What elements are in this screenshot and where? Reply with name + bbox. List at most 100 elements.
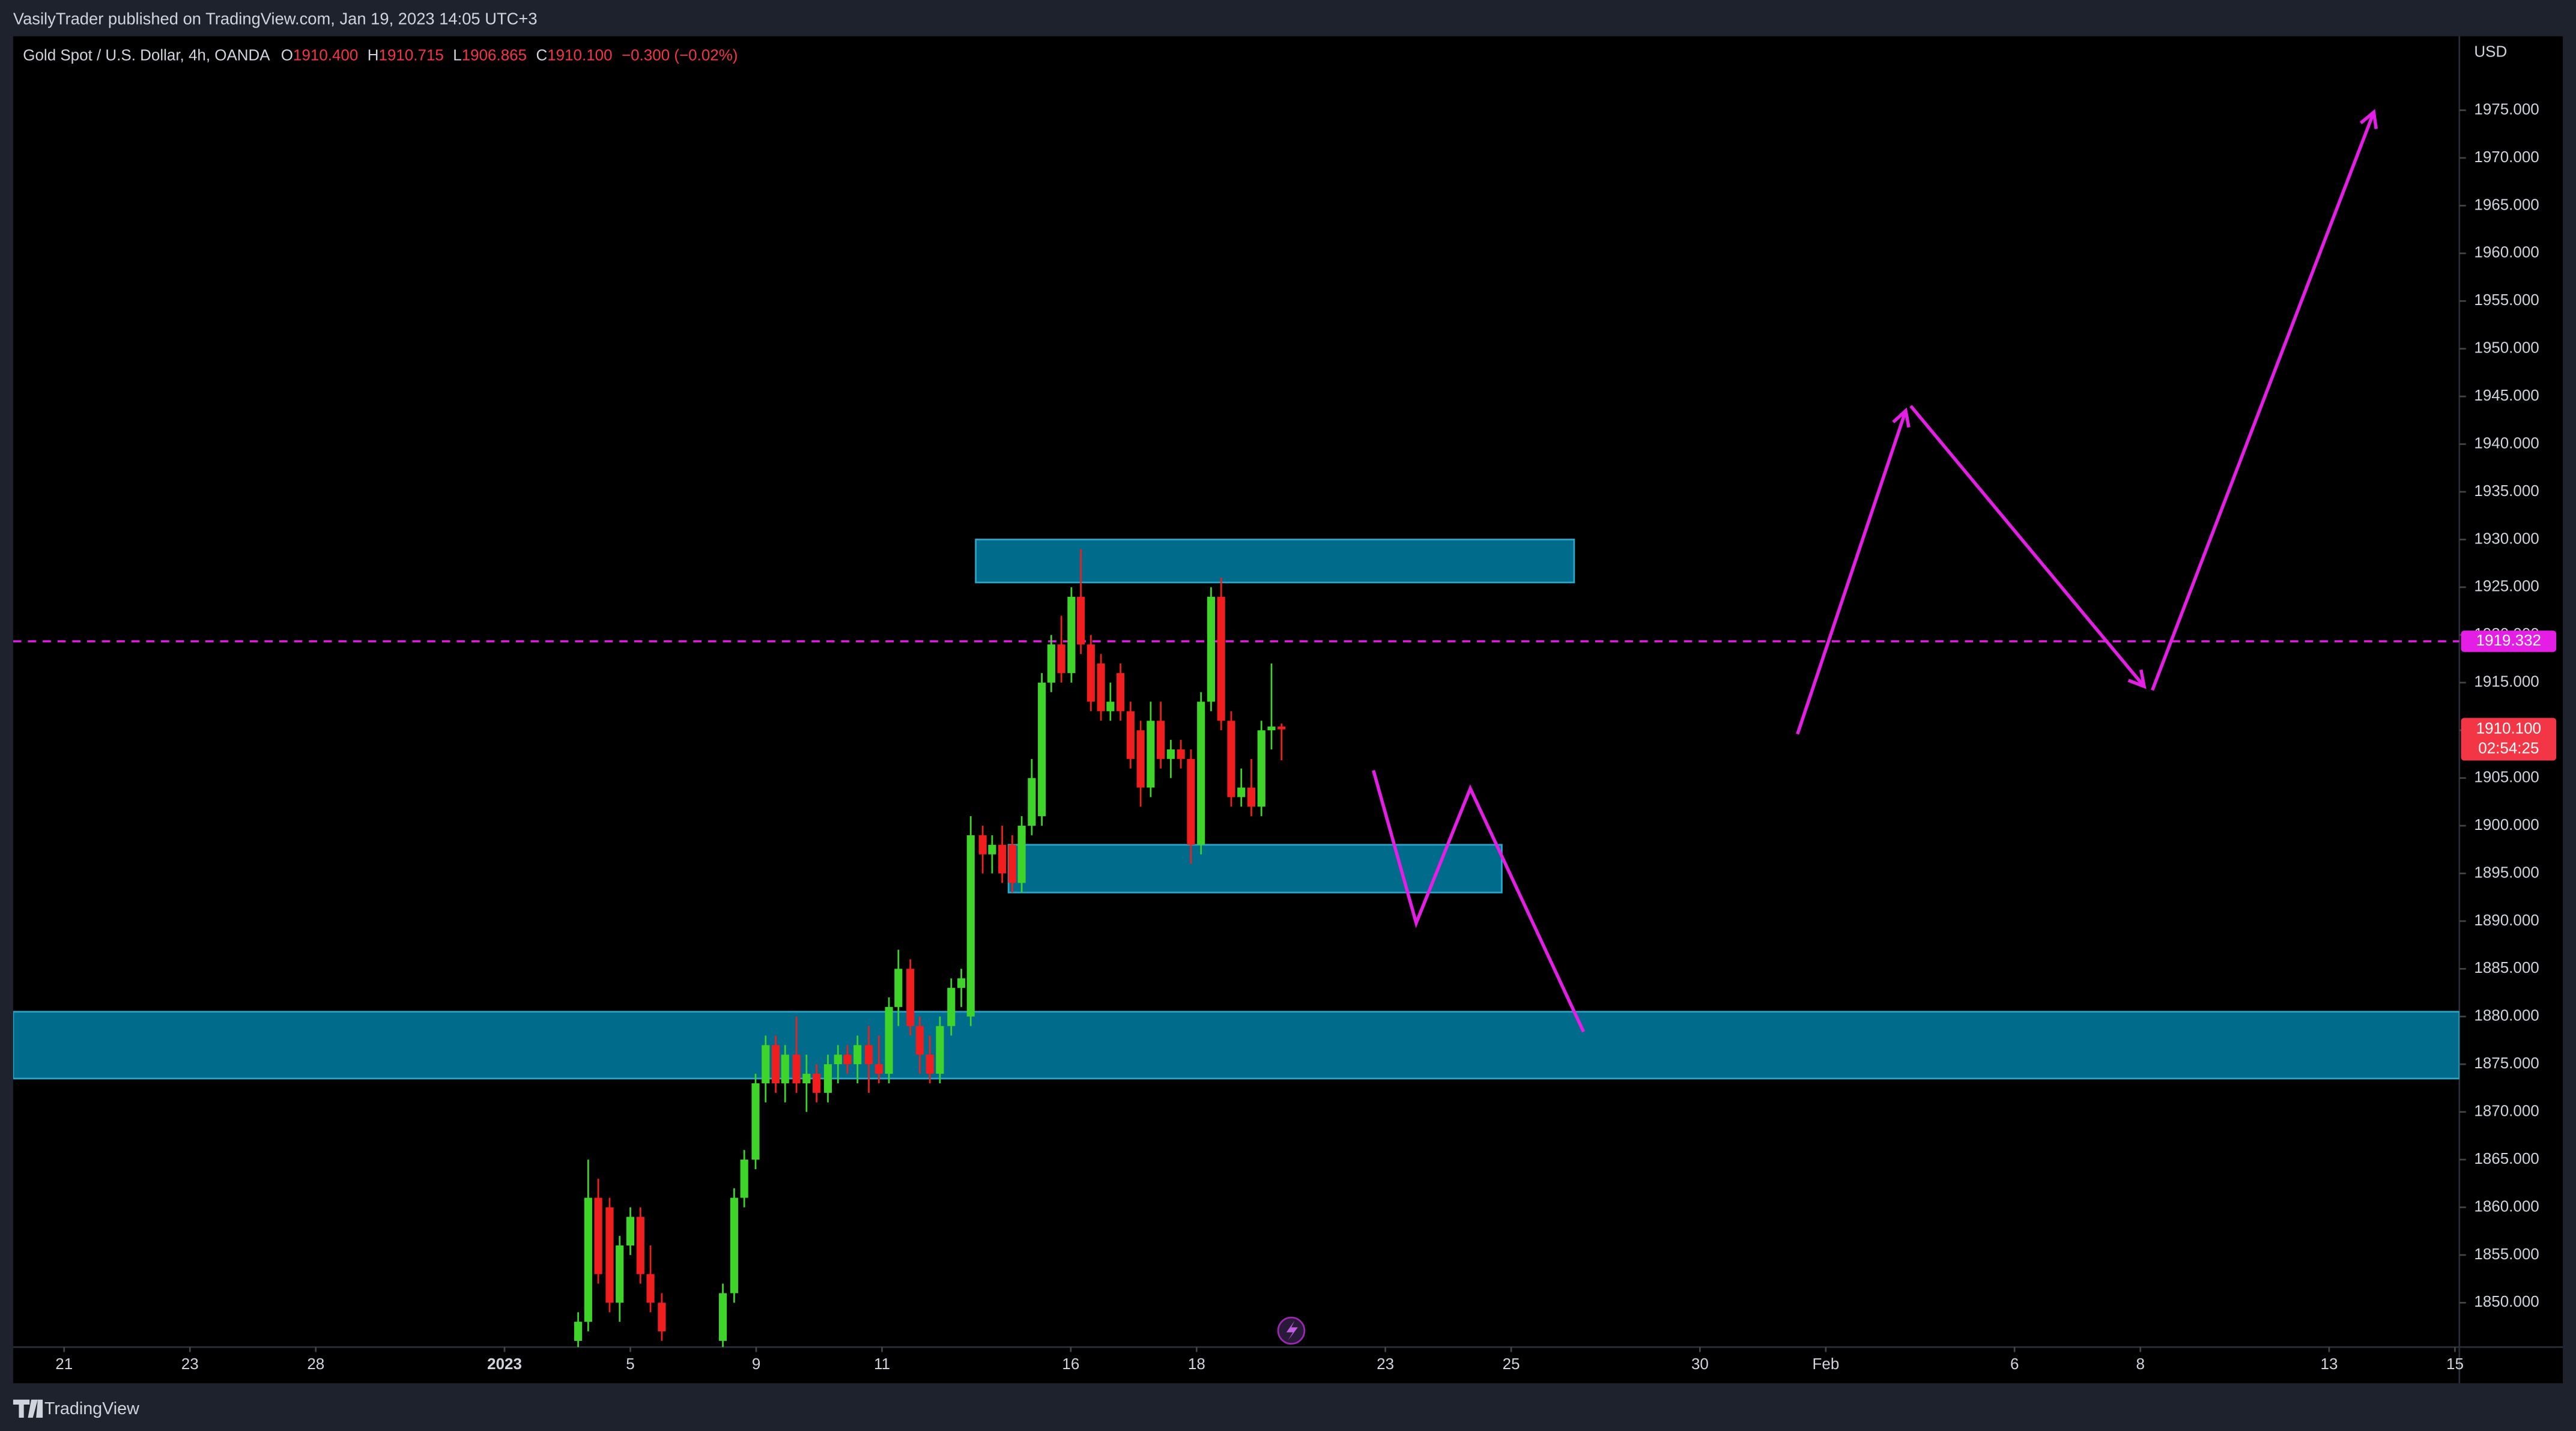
ohlc-value: 1906.865: [462, 46, 527, 64]
hline-price-box: [2461, 631, 2557, 652]
candle-body: [864, 1045, 873, 1065]
footer-brand: TradingView: [44, 1399, 139, 1418]
candle-body: [1187, 758, 1195, 845]
y-tick-label: 1895.000: [2474, 863, 2539, 881]
change: −0.300 (−0.02%): [622, 46, 738, 64]
candle-body: [843, 1054, 852, 1065]
y-tick-label: 1930.000: [2474, 529, 2539, 547]
y-tick-label: 1900.000: [2474, 815, 2539, 833]
candle-body: [834, 1054, 842, 1065]
candle-body: [1097, 663, 1105, 712]
candle-body: [1197, 701, 1205, 845]
y-tick-label: 1960.000: [2474, 243, 2539, 261]
x-tick-label: 9: [752, 1355, 760, 1373]
y-tick-label: 1935.000: [2474, 482, 2539, 500]
ohlc-key: H: [368, 46, 379, 64]
y-tick-label: 1975.000: [2474, 100, 2539, 118]
currency: USD: [2474, 43, 2507, 61]
candle-body: [636, 1217, 644, 1274]
candle-body: [915, 1026, 924, 1055]
symbol-legend: Gold Spot / U.S. Dollar, 4h, OANDA O 1910…: [23, 46, 738, 64]
ohlc-value: 1910.715: [379, 46, 444, 64]
candle-body: [584, 1197, 592, 1322]
y-tick-label: 1915.000: [2474, 673, 2539, 691]
candle-body: [874, 1064, 883, 1074]
candle-body: [926, 1054, 934, 1074]
y-tick-label: 1865.000: [2474, 1149, 2539, 1167]
candle-body: [813, 1074, 821, 1093]
x-tick-label: 11: [874, 1355, 890, 1373]
ohlc-key: L: [453, 46, 461, 64]
x-tick-label: 8: [2136, 1355, 2144, 1373]
x-tick-label: 23: [1377, 1355, 1394, 1373]
symbol: Gold Spot / U.S. Dollar, 4h, OANDA: [23, 46, 270, 64]
candle-body: [781, 1054, 789, 1083]
x-tick-label: Feb: [1813, 1355, 1840, 1373]
candle-body: [762, 1045, 770, 1083]
axes: 1850.000 1855.000 1860.000 1865.000 1870.000…: [55, 100, 2557, 1373]
candle-body: [894, 969, 903, 1007]
candle-body: [594, 1197, 602, 1274]
trend-arrow: [2151, 112, 2374, 691]
y-tick-label: 1955.000: [2474, 291, 2539, 309]
candle-body: [1086, 644, 1095, 702]
candle-body: [1117, 673, 1125, 712]
ohlc-value: 1910.100: [547, 46, 612, 64]
candle-body: [1106, 701, 1115, 712]
y-tick-label: 1885.000: [2474, 958, 2539, 976]
candle-body: [740, 1160, 748, 1198]
last-price-label: 1910.100: [2476, 719, 2541, 737]
candle-body: [658, 1302, 666, 1332]
candle-body: [988, 844, 996, 855]
candle-body: [1136, 730, 1145, 788]
zone: [13, 1011, 2459, 1080]
y-tick-label: 1970.000: [2474, 148, 2539, 166]
candle-body: [626, 1217, 635, 1246]
candle-body: [1237, 787, 1246, 797]
candle-body: [574, 1322, 583, 1341]
candle-body: [947, 988, 956, 1026]
candle-body: [1227, 721, 1235, 797]
x-tick-label: 5: [626, 1355, 634, 1373]
candle-body: [605, 1207, 614, 1303]
candle-body: [1177, 749, 1185, 759]
chart-area: [13, 36, 2563, 1384]
candle-body: [998, 844, 1007, 874]
zone: [975, 539, 1575, 584]
x-tick-label: 25: [1503, 1355, 1520, 1373]
candle-body: [1028, 778, 1036, 826]
candle-body: [616, 1245, 624, 1303]
x-tick-label: 18: [1188, 1355, 1205, 1373]
trend-arrow: [1909, 405, 2144, 686]
candle-body: [957, 978, 966, 988]
candle-body: [1207, 596, 1215, 702]
candle-body: [1067, 596, 1076, 673]
hline-price-label: 1919.332: [2476, 631, 2541, 649]
logo: [13, 1399, 43, 1418]
candle-body: [1267, 726, 1276, 731]
x-tick-label: 13: [2321, 1355, 2338, 1373]
y-tick-label: 1875.000: [2474, 1054, 2539, 1072]
last-price-box: [2461, 718, 2557, 761]
candle-body: [1247, 787, 1256, 807]
x-tick-label: 6: [2010, 1355, 2019, 1373]
y-tick-label: 1925.000: [2474, 577, 2539, 595]
candle-body: [1017, 826, 1026, 883]
plot: [13, 112, 2459, 1348]
ohlc-key: O: [281, 46, 293, 64]
y-tick-label: 1950.000: [2474, 339, 2539, 357]
candle-body: [646, 1274, 655, 1303]
candle-body: [1147, 721, 1155, 788]
candle-body: [771, 1045, 780, 1083]
candle-body: [1038, 682, 1046, 817]
candle-body: [1157, 721, 1165, 759]
candle-body: [1057, 644, 1065, 673]
candle-body: [885, 1006, 893, 1074]
zone: [1007, 844, 1503, 894]
candle-body: [1077, 596, 1085, 645]
countdown: 02:54:25: [2478, 739, 2539, 757]
candle-body: [1047, 644, 1055, 683]
y-tick-label: 1850.000: [2474, 1292, 2539, 1310]
